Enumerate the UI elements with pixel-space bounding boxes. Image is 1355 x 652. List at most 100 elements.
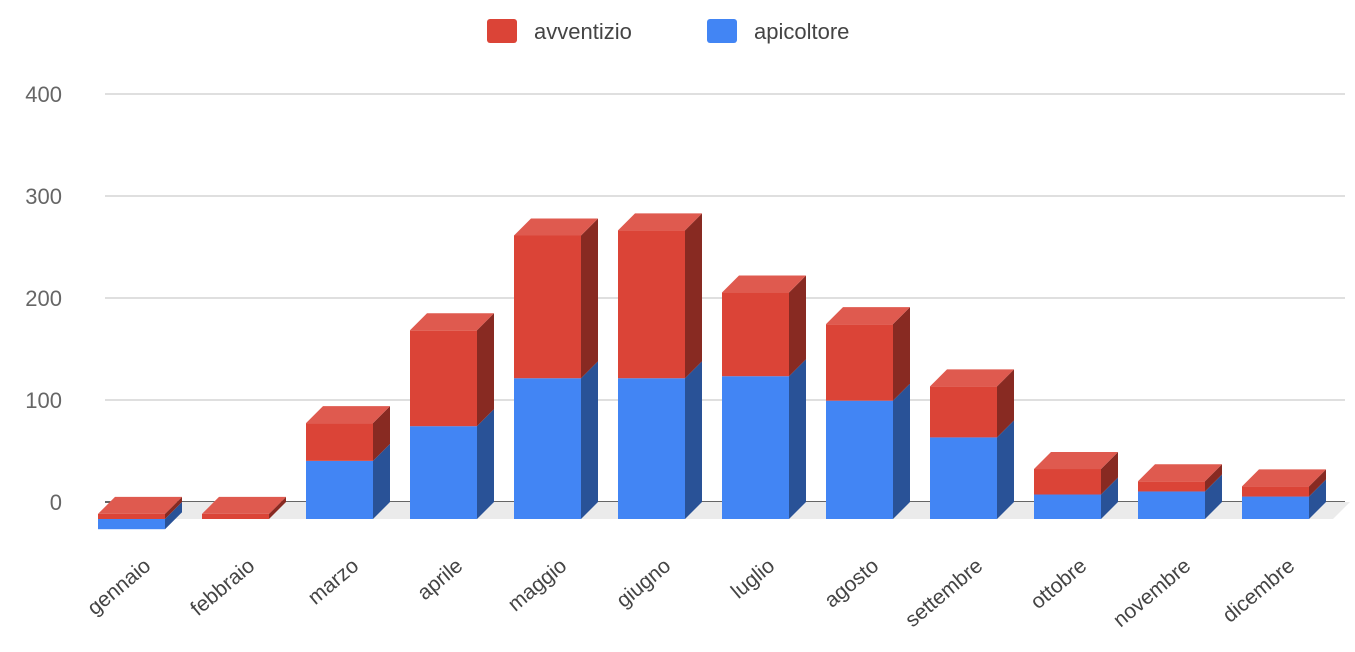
- bar-giugno-avventizio-front: [618, 230, 685, 379]
- bar-luglio-avventizio: [722, 275, 806, 377]
- bar-giugno-apicoltore-front: [618, 378, 685, 519]
- bar-maggio-apicoltore: [514, 361, 598, 519]
- bar-gennaio-apicoltore-side: [165, 502, 182, 530]
- bar-dicembre-apicoltore-side: [1309, 479, 1326, 519]
- bar-ottobre-apicoltore: [1034, 477, 1118, 519]
- bar-giugno-apicoltore: [618, 361, 702, 519]
- bar-giugno-avventizio-top: [618, 213, 702, 231]
- bar-novembre-avventizio: [1138, 464, 1222, 492]
- bar-marzo-avventizio-front: [306, 423, 373, 461]
- bar-settembre-avventizio-top: [930, 369, 1014, 387]
- x-tick-label-novembre: novembre: [1109, 554, 1195, 632]
- bar-ottobre-apicoltore-side: [1101, 477, 1118, 519]
- x-tick-label-febbraio: febbraio: [186, 554, 259, 620]
- bar-novembre-apicoltore-side: [1205, 474, 1222, 519]
- bar-agosto-avventizio: [826, 307, 910, 401]
- y-tick-label: 100: [25, 388, 62, 413]
- bar-agosto-apicoltore-front: [826, 400, 893, 519]
- bar-marzo-apicoltore-side: [373, 443, 390, 519]
- bar-marzo-avventizio-side: [373, 406, 390, 461]
- bar-maggio-avventizio-top: [514, 218, 598, 236]
- legend-swatch: [487, 19, 517, 43]
- bar-agosto-avventizio-side: [893, 307, 910, 401]
- bar-gennaio-avventizio-front: [98, 513, 165, 519]
- x-tick-label-settembre: settembre: [901, 554, 987, 632]
- y-tick-label: 200: [25, 286, 62, 311]
- y-tick-label: 300: [25, 184, 62, 209]
- x-tick-label-marzo: marzo: [304, 554, 363, 609]
- bar-febbraio-avventizio-side: [269, 496, 286, 519]
- bar-novembre-apicoltore-front: [1138, 491, 1205, 519]
- bar-marzo-apicoltore: [306, 443, 390, 519]
- bar-gennaio-apicoltore: [98, 502, 182, 530]
- bar-giugno-avventizio: [618, 213, 702, 379]
- legend-item-apicoltore[interactable]: apicoltore: [707, 19, 849, 44]
- x-tick-label-agosto: agosto: [820, 554, 883, 612]
- bar-gennaio-avventizio-top: [98, 496, 182, 514]
- bar-gennaio-apicoltore-front: [98, 519, 165, 530]
- bar-aprile-apicoltore-side: [477, 409, 494, 519]
- bar-luglio-avventizio-side: [789, 275, 806, 377]
- x-tick-label-dicembre: dicembre: [1218, 554, 1299, 627]
- bar-luglio-avventizio-front: [722, 292, 789, 377]
- bar-dicembre-avventizio-front: [1242, 486, 1309, 497]
- bar-marzo-avventizio-top: [306, 406, 390, 424]
- bar-febbraio-avventizio-front: [202, 513, 269, 519]
- bar-dicembre-avventizio-side: [1309, 469, 1326, 497]
- bar-maggio-avventizio-front: [514, 235, 581, 379]
- bar-luglio-avventizio-top: [722, 275, 806, 293]
- x-tick-label-aprile: aprile: [413, 554, 467, 605]
- bar-ottobre-avventizio-front: [1034, 469, 1101, 495]
- bar-febbraio-avventizio-top: [202, 496, 286, 514]
- bar-novembre-avventizio-front: [1138, 481, 1205, 492]
- bar-maggio-avventizio-side: [581, 218, 598, 379]
- legend-label: apicoltore: [754, 19, 849, 44]
- bar-ottobre-avventizio-side: [1101, 452, 1118, 495]
- bar-novembre-avventizio-top: [1138, 464, 1222, 482]
- bar-giugno-avventizio-side: [685, 213, 702, 379]
- bar-ottobre-avventizio-top: [1034, 452, 1118, 470]
- y-tick-label: 0: [50, 490, 62, 515]
- legend-item-avventizio[interactable]: avventizio: [487, 19, 632, 44]
- bar-agosto-apicoltore: [826, 383, 910, 519]
- bar-novembre-avventizio-side: [1205, 464, 1222, 492]
- x-tick-label-ottobre: ottobre: [1026, 554, 1091, 614]
- bar-maggio-apicoltore-side: [581, 361, 598, 519]
- bar-settembre-apicoltore: [930, 420, 1014, 519]
- bar-febbraio-avventizio: [202, 496, 286, 519]
- bar-aprile-avventizio-top: [410, 313, 494, 331]
- bar-aprile-avventizio: [410, 313, 494, 427]
- bar-ottobre-avventizio: [1034, 452, 1118, 495]
- bar-marzo-avventizio: [306, 406, 390, 461]
- bar-settembre-avventizio-side: [997, 369, 1014, 438]
- x-tick-label-maggio: maggio: [504, 554, 572, 616]
- bar-dicembre-avventizio-top: [1242, 469, 1326, 487]
- chart-bars: [98, 213, 1326, 530]
- bar-dicembre-apicoltore: [1242, 479, 1326, 519]
- bar-aprile-apicoltore: [410, 409, 494, 519]
- bar-agosto-apicoltore-side: [893, 383, 910, 519]
- bar-luglio-apicoltore-side: [789, 359, 806, 519]
- y-tick-label: 400: [25, 82, 62, 107]
- bar-dicembre-avventizio: [1242, 469, 1326, 497]
- bar-aprile-apicoltore-front: [410, 426, 477, 519]
- bar-settembre-apicoltore-front: [930, 437, 997, 519]
- chart-legend[interactable]: avventizio apicoltore: [487, 19, 849, 44]
- bar-agosto-avventizio-front: [826, 324, 893, 401]
- legend-swatch: [707, 19, 737, 43]
- bar-maggio-apicoltore-front: [514, 378, 581, 519]
- x-tick-label-giugno: giugno: [612, 554, 675, 612]
- bar-aprile-avventizio-front: [410, 330, 477, 427]
- bar-dicembre-apicoltore-front: [1242, 496, 1309, 519]
- bar-settembre-avventizio-front: [930, 386, 997, 438]
- bar-settembre-avventizio: [930, 369, 1014, 438]
- x-tick-label-gennaio: gennaio: [83, 554, 155, 620]
- y-axis-labels: 0 100 200 300 400: [25, 82, 62, 515]
- bar-novembre-apicoltore: [1138, 474, 1222, 519]
- x-tick-label-luglio: luglio: [727, 554, 779, 603]
- bar-gennaio-avventizio: [98, 496, 182, 519]
- bar-agosto-avventizio-top: [826, 307, 910, 325]
- bar-settembre-apicoltore-side: [997, 420, 1014, 519]
- bar-giugno-apicoltore-side: [685, 361, 702, 519]
